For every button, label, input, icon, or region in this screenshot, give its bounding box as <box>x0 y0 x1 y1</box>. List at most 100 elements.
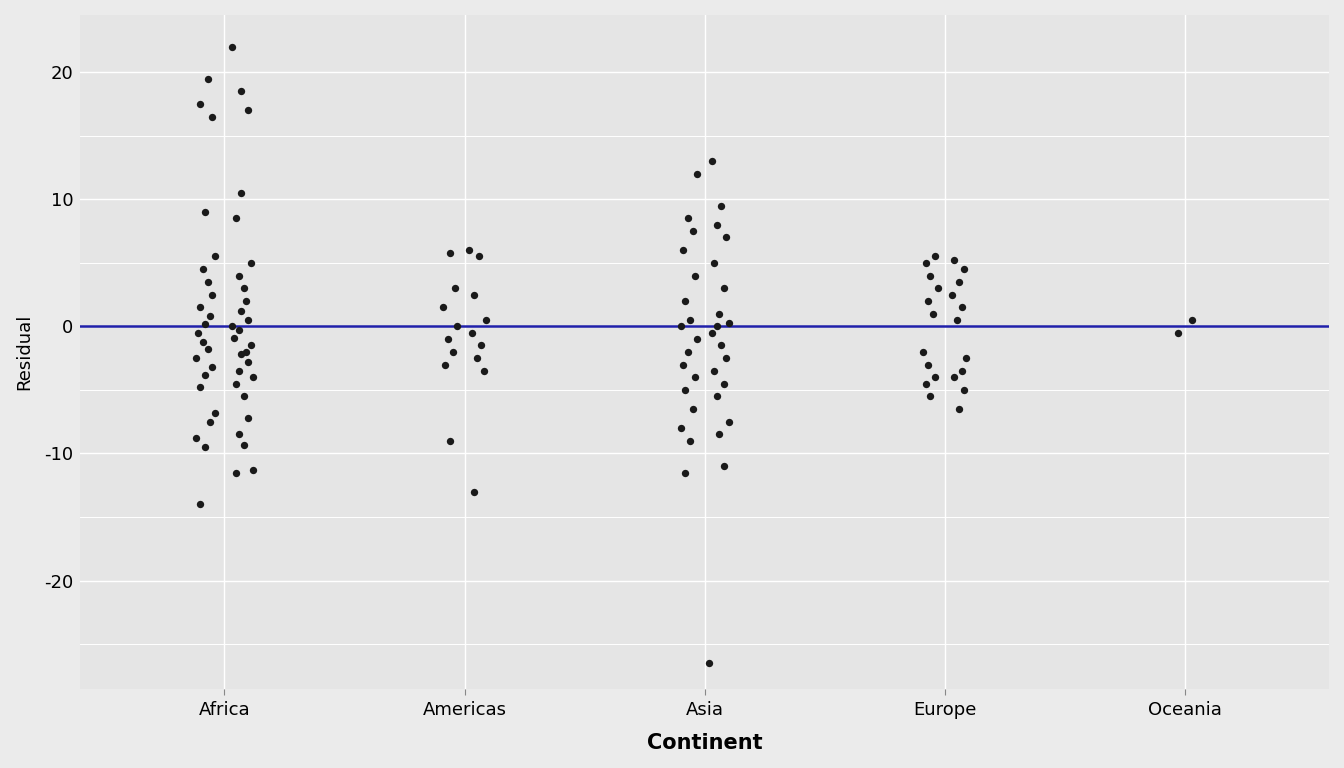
Point <box>468 250 489 263</box>
Point <box>946 314 968 326</box>
Point <box>439 247 461 259</box>
Point <box>718 415 739 428</box>
Point <box>192 263 214 276</box>
Point <box>949 276 970 288</box>
Point <box>235 295 257 307</box>
Point <box>917 359 938 371</box>
Point <box>202 361 223 373</box>
Point <box>230 305 251 317</box>
Point <box>439 435 461 447</box>
Point <box>238 104 259 117</box>
Point <box>715 352 737 364</box>
Point <box>1181 314 1203 326</box>
Point <box>675 466 696 478</box>
Point <box>446 320 468 333</box>
Point <box>950 301 972 313</box>
Point <box>241 257 262 269</box>
Point <box>433 301 454 313</box>
Point <box>706 320 727 333</box>
Point <box>192 336 214 348</box>
Point <box>235 346 257 358</box>
Point <box>233 390 254 402</box>
Point <box>228 365 250 377</box>
Point <box>702 155 723 167</box>
Point <box>233 439 254 451</box>
Point <box>706 219 727 231</box>
Point <box>195 206 216 218</box>
Point <box>442 346 464 358</box>
Point <box>714 460 735 472</box>
Point <box>675 384 696 396</box>
Point <box>919 270 941 282</box>
Point <box>718 316 739 329</box>
Point <box>195 441 216 453</box>
Point <box>708 307 730 319</box>
Point <box>190 381 211 393</box>
Point <box>941 289 962 301</box>
X-axis label: Continent: Continent <box>646 733 762 753</box>
Point <box>677 212 699 224</box>
Point <box>1167 326 1188 339</box>
Point <box>434 359 456 371</box>
Point <box>703 365 724 377</box>
Point <box>464 289 485 301</box>
Point <box>461 326 482 339</box>
Point <box>187 326 208 339</box>
Point <box>226 212 247 224</box>
Point <box>464 485 485 498</box>
Point <box>199 415 220 428</box>
Point <box>684 371 706 383</box>
Point <box>915 377 937 389</box>
Point <box>230 348 251 360</box>
Point <box>233 282 254 294</box>
Point <box>226 377 247 389</box>
Point <box>476 314 497 326</box>
Point <box>684 270 706 282</box>
Point <box>466 352 488 364</box>
Point <box>677 346 699 358</box>
Point <box>230 187 251 199</box>
Point <box>238 356 259 368</box>
Point <box>669 320 691 333</box>
Point <box>241 339 262 352</box>
Point <box>913 346 934 358</box>
Point <box>238 314 259 326</box>
Point <box>915 257 937 269</box>
Point <box>681 225 703 237</box>
Point <box>185 352 207 364</box>
Point <box>473 365 495 377</box>
Point <box>242 464 263 476</box>
Point <box>672 359 694 371</box>
Point <box>714 377 735 389</box>
Point <box>680 314 702 326</box>
Point <box>702 326 723 339</box>
Point <box>228 324 250 336</box>
Point <box>927 282 949 294</box>
Point <box>228 270 250 282</box>
Point <box>202 111 223 123</box>
Point <box>699 657 720 670</box>
Point <box>706 390 727 402</box>
Point <box>917 295 938 307</box>
Point <box>956 352 977 364</box>
Point <box>204 250 226 263</box>
Point <box>238 412 259 424</box>
Point <box>687 167 708 180</box>
Point <box>687 333 708 346</box>
Point <box>196 276 218 288</box>
Point <box>950 365 972 377</box>
Point <box>190 301 211 313</box>
Point <box>220 320 242 333</box>
Point <box>681 403 703 415</box>
Point <box>949 403 970 415</box>
Point <box>226 466 247 478</box>
Point <box>708 429 730 441</box>
Point <box>672 244 694 257</box>
Point <box>195 369 216 381</box>
Point <box>470 339 492 352</box>
Point <box>925 371 946 383</box>
Point <box>196 343 218 356</box>
Point <box>190 98 211 110</box>
Point <box>230 85 251 98</box>
Y-axis label: Residual: Residual <box>15 313 34 390</box>
